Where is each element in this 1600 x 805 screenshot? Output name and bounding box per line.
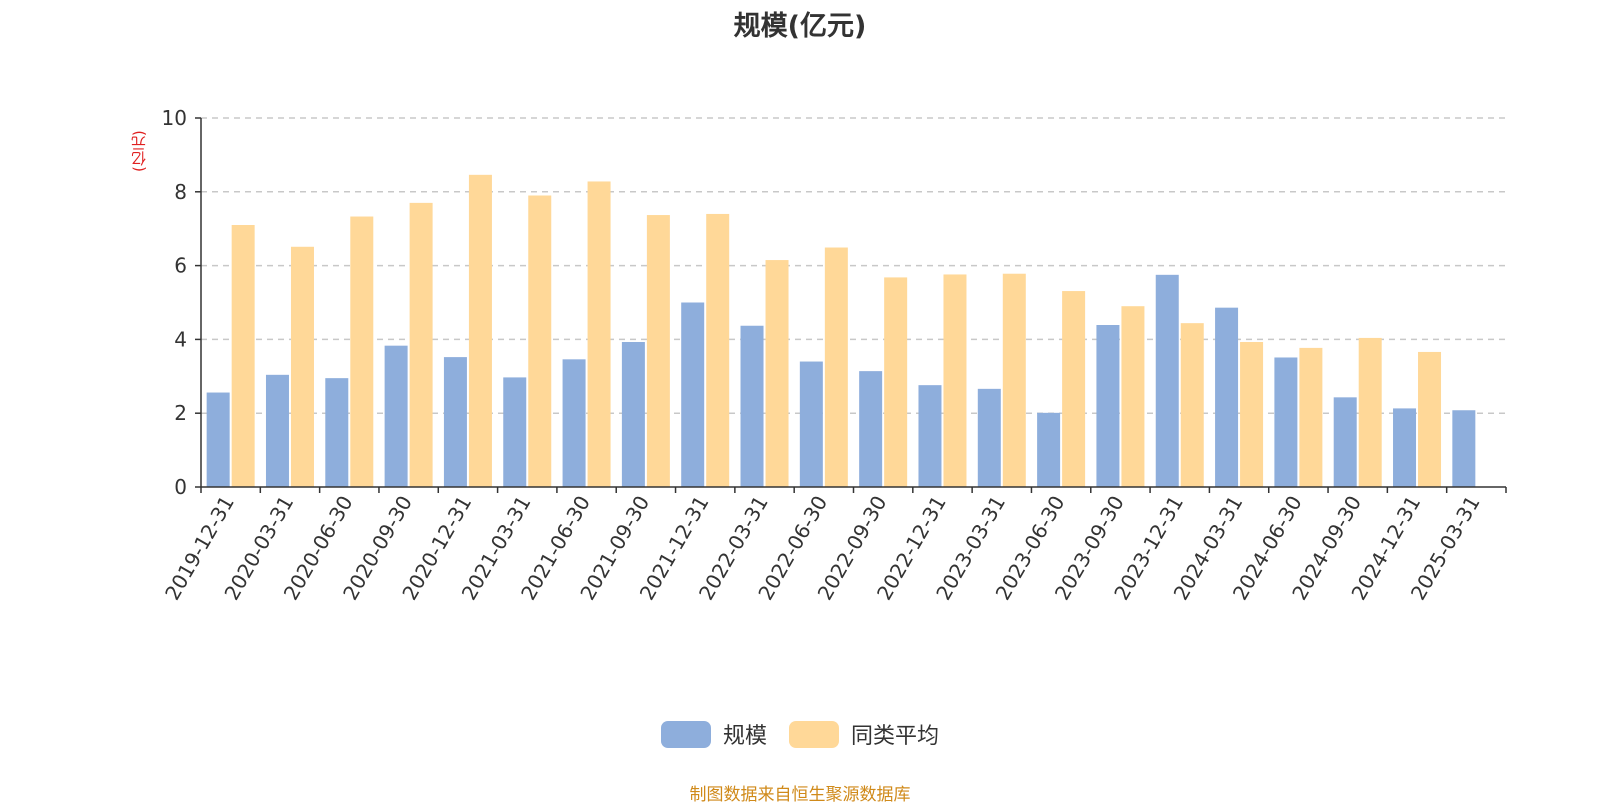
bar-scale xyxy=(1333,397,1357,487)
bar-peer-average xyxy=(587,181,611,487)
bar-scale xyxy=(1215,307,1239,487)
bar-peer-average xyxy=(528,195,552,488)
bar-peer-average xyxy=(409,202,433,487)
bar-scale xyxy=(799,361,823,487)
bar-scale xyxy=(325,378,349,487)
bar-scale xyxy=(859,371,883,487)
bar-peer-average xyxy=(1121,306,1145,487)
source-note: 制图数据来自恒生聚源数据库 xyxy=(689,785,911,805)
bar-scale xyxy=(977,388,1001,487)
bar-scale xyxy=(1037,412,1061,487)
legend-swatch-scale xyxy=(660,720,711,748)
grid-lines xyxy=(201,117,1506,414)
bar-peer-average xyxy=(1180,323,1204,487)
bar-peer-average xyxy=(468,174,492,488)
bar-peer-average xyxy=(706,213,730,487)
bar-peer-average xyxy=(1002,273,1026,487)
bar-scale xyxy=(681,302,705,487)
bar-peer-average xyxy=(884,277,908,487)
bar-peer-average xyxy=(646,215,670,487)
bar-scale xyxy=(265,374,289,487)
y-tick-label: 6 xyxy=(174,254,187,278)
bar-scale xyxy=(443,357,467,487)
chart-title: 规模(亿元) xyxy=(733,11,867,42)
axes xyxy=(195,117,1507,493)
bar-scale xyxy=(503,377,527,487)
bar-scale xyxy=(384,345,408,487)
bar-scale xyxy=(206,392,230,487)
bar-scale xyxy=(621,341,645,487)
bar-scale xyxy=(1393,408,1417,487)
bar-scale xyxy=(918,385,942,487)
bar-scale xyxy=(562,359,586,487)
bar-peer-average xyxy=(1299,347,1323,487)
bar-peer-average xyxy=(1418,351,1442,487)
bar-scale xyxy=(740,325,764,487)
bar-peer-average xyxy=(1062,291,1086,487)
y-tick-label: 2 xyxy=(174,401,187,425)
bar-peer-average xyxy=(290,246,314,487)
bar-peer-average xyxy=(824,247,848,487)
y-tick-label: 8 xyxy=(174,180,187,204)
legend-label-peer-average: 同类平均 xyxy=(851,724,940,749)
bar-peer-average xyxy=(765,260,789,487)
bar-scale xyxy=(1155,274,1179,487)
bar-scale xyxy=(1452,410,1476,487)
legend: 规模 同类平均 xyxy=(0,718,1600,750)
bar-peer-average xyxy=(1240,341,1264,487)
y-tick-label: 4 xyxy=(174,327,187,351)
bar-peer-average xyxy=(943,274,967,487)
bars xyxy=(206,174,1476,488)
legend-swatch-peer-average xyxy=(789,720,839,748)
bar-peer-average xyxy=(1358,337,1382,487)
bar-scale xyxy=(1096,325,1120,487)
bar-peer-average xyxy=(350,216,374,487)
legend-label-scale: 规模 xyxy=(722,724,767,749)
legend-item-peer-average[interactable]: 同类平均 xyxy=(789,718,939,750)
y-tick-label: 10 xyxy=(162,106,187,130)
bar-peer-average xyxy=(231,225,255,487)
legend-item-scale[interactable]: 规模 xyxy=(660,718,767,750)
y-tick-label: 0 xyxy=(174,475,187,499)
bar-scale xyxy=(1274,357,1298,487)
